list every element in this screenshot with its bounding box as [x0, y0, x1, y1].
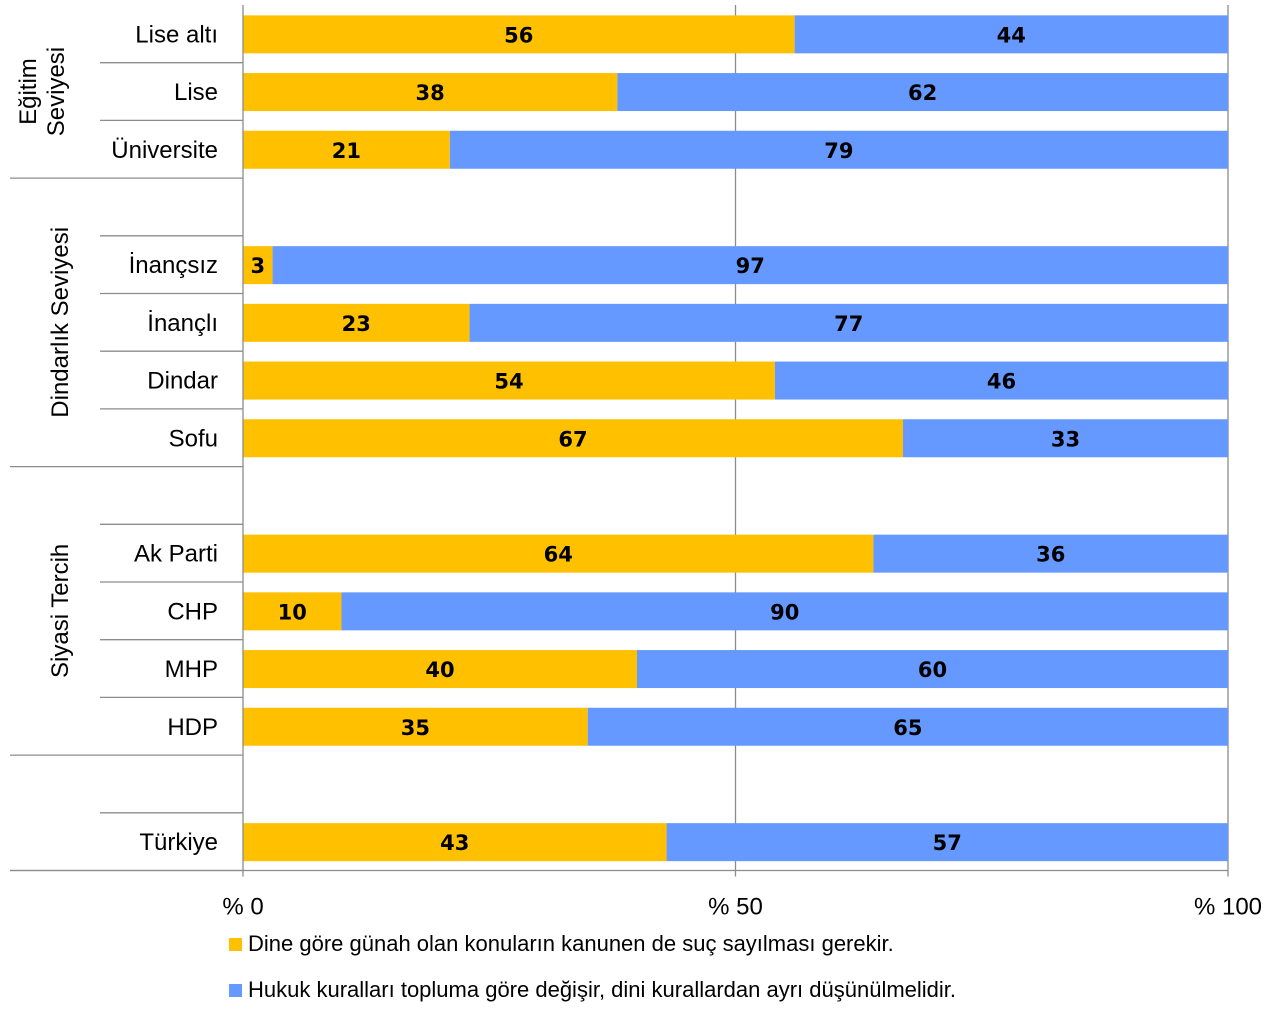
- legend-swatch: [229, 984, 242, 997]
- category-label: İnançlı: [147, 310, 218, 337]
- group-label: Eğitim: [15, 58, 42, 125]
- category-label: MHP: [165, 656, 218, 683]
- legend-label: Hukuk kuralları topluma göre değişir, di…: [248, 977, 956, 1002]
- bar-segment: [243, 15, 795, 54]
- x-tick-label: % 100: [1194, 894, 1262, 921]
- bar-segment: [449, 130, 1229, 169]
- group-label: Dindarlık Seviyesi: [47, 227, 74, 418]
- bar-segment: [902, 419, 1228, 458]
- data-label: 46: [987, 370, 1016, 394]
- bar-segment: [243, 361, 775, 400]
- bar-segment: [243, 707, 588, 746]
- data-label: 60: [918, 658, 947, 682]
- data-label: 64: [544, 543, 573, 567]
- bar-segment: [243, 246, 273, 285]
- bar-segment: [272, 246, 1228, 285]
- data-label: 36: [1036, 543, 1065, 567]
- x-tick-label: % 0: [222, 894, 263, 921]
- data-label: 62: [908, 81, 937, 105]
- bar-segment: [243, 534, 874, 573]
- data-label: 77: [834, 312, 863, 336]
- category-label: HDP: [167, 714, 218, 741]
- data-label: 97: [736, 254, 765, 278]
- bar-segment: [637, 650, 1228, 689]
- data-label: 79: [824, 139, 853, 163]
- data-label: 65: [893, 716, 922, 740]
- category-label: İnançsız: [129, 252, 218, 279]
- bar-segment: [617, 73, 1228, 112]
- category-label: Lise: [174, 79, 218, 106]
- bar-segment: [774, 361, 1228, 400]
- bar-segment: [341, 592, 1228, 631]
- data-label: 44: [997, 23, 1026, 47]
- data-label: 40: [425, 658, 454, 682]
- bar-segment: [873, 534, 1228, 573]
- category-label: Türkiye: [139, 829, 218, 856]
- bar-segment: [794, 15, 1228, 54]
- bar-segment: [587, 707, 1228, 746]
- group-label: Seviyesi: [43, 47, 70, 136]
- category-label: Lise altı: [135, 21, 218, 48]
- bar-segment: [243, 823, 667, 862]
- data-label: 43: [440, 831, 469, 855]
- data-label: 67: [558, 427, 587, 451]
- legend-swatch: [229, 938, 242, 951]
- bar-segment: [243, 592, 342, 631]
- bar-segment: [243, 650, 637, 689]
- category-label: Üniversite: [111, 137, 218, 164]
- data-label: 90: [770, 600, 799, 624]
- bar-segment: [666, 823, 1228, 862]
- data-label: 57: [933, 831, 962, 855]
- bar-segment: [243, 419, 903, 458]
- group-label: Siyasi Tercih: [47, 544, 74, 678]
- bar-segment: [243, 130, 450, 169]
- data-label: 33: [1051, 427, 1080, 451]
- data-label: 10: [278, 600, 307, 624]
- data-label: 56: [504, 23, 533, 47]
- data-label: 21: [332, 139, 361, 163]
- x-tick-label: % 50: [708, 894, 763, 921]
- data-label: 38: [416, 81, 445, 105]
- category-label: Ak Parti: [134, 541, 218, 568]
- bar-segment: [243, 73, 618, 112]
- category-label: Dindar: [147, 368, 218, 395]
- data-label: 3: [250, 254, 265, 278]
- data-label: 54: [494, 370, 523, 394]
- bar-segment: [469, 303, 1228, 342]
- data-label: 35: [401, 716, 430, 740]
- category-label: CHP: [167, 598, 218, 625]
- bar-segment: [243, 303, 470, 342]
- legend-label: Dine göre günah olan konuların kanunen d…: [248, 931, 894, 956]
- data-label: 23: [342, 312, 371, 336]
- category-label: Sofu: [169, 425, 218, 452]
